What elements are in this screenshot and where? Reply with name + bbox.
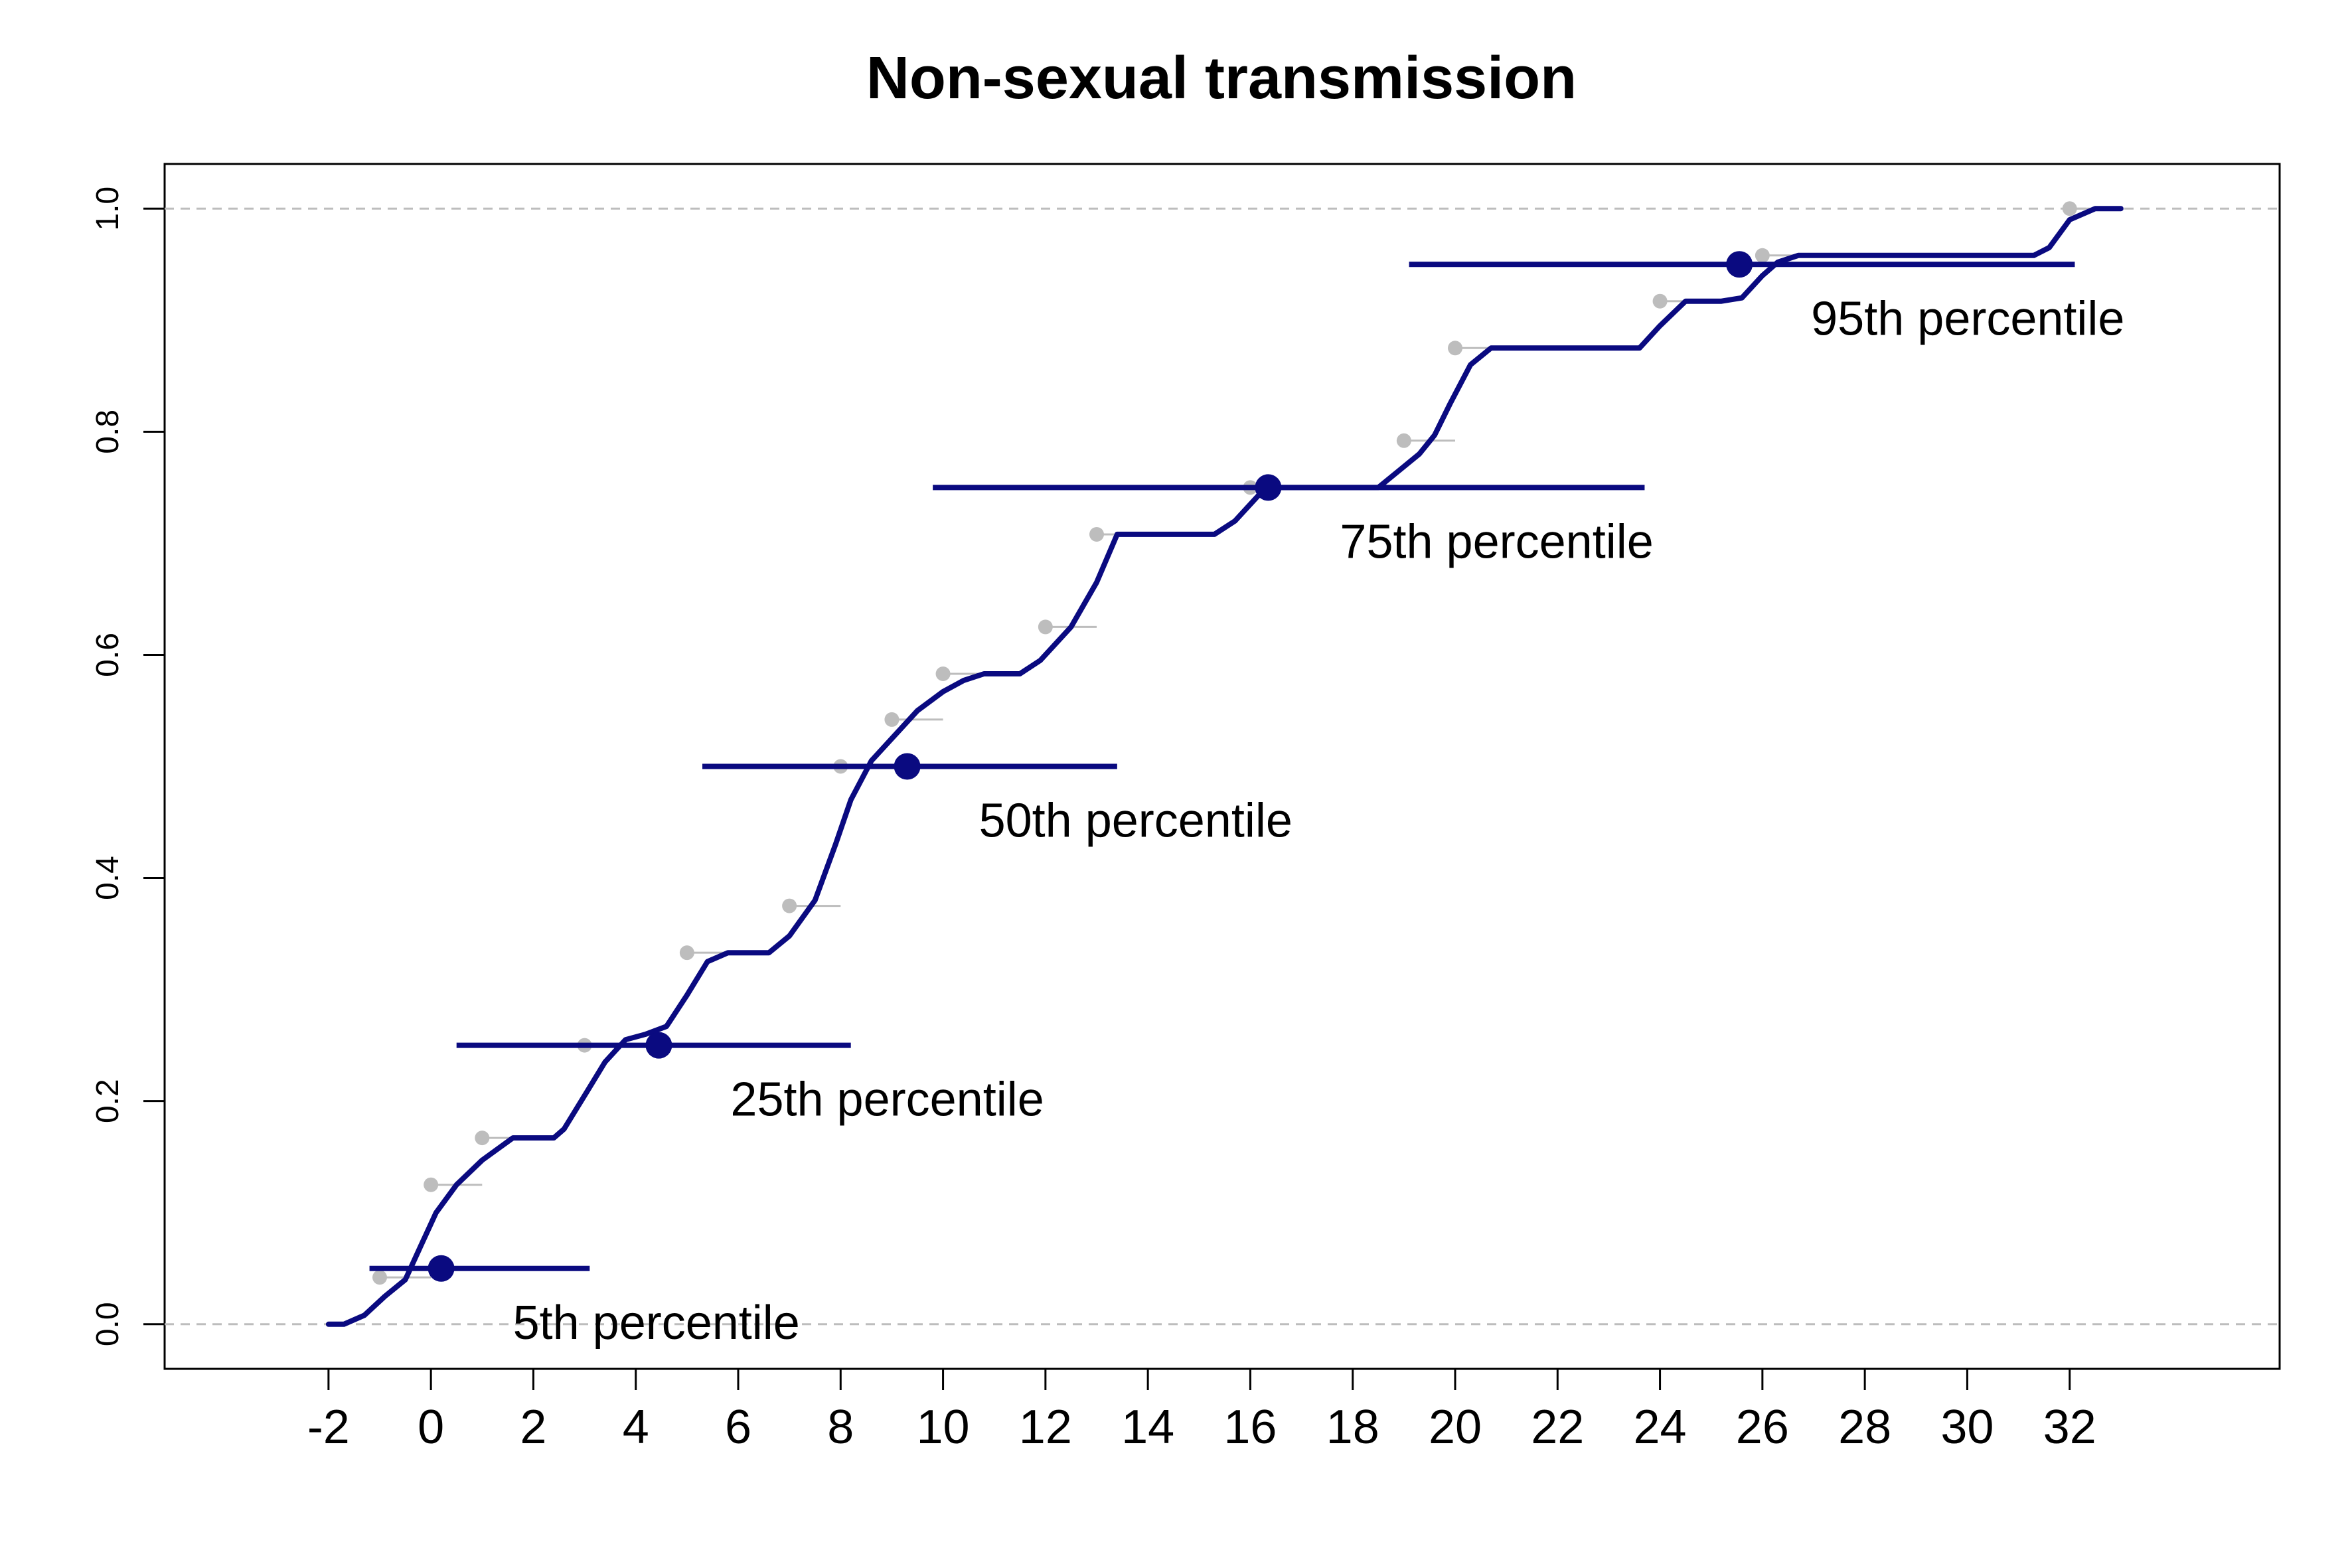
y-tick-label: 0.2 xyxy=(90,1079,125,1123)
y-axis: 0.0 0.2 0.4 0.6 0.8 1.0 xyxy=(90,187,165,1346)
percentile-bars xyxy=(369,262,2075,1271)
x-axis: -2 0 2 4 6 8 10 12 14 16 18 20 22 24 26 28 30 32 xyxy=(307,1368,2096,1454)
empirical-point xyxy=(884,712,900,727)
empirical-point xyxy=(935,666,951,682)
cdf-curve-layer xyxy=(325,206,2124,1327)
empirical-point xyxy=(782,898,797,913)
percentile-point xyxy=(1726,251,1753,278)
y-tick-label: 0.4 xyxy=(90,856,125,900)
x-tick-label: 18 xyxy=(1326,1401,1379,1454)
empirical-point xyxy=(1089,526,1104,542)
percentile-label: 50th percentile xyxy=(979,795,1293,848)
x-tick-label: 10 xyxy=(917,1401,970,1454)
percentile-label: 25th percentile xyxy=(730,1073,1044,1127)
empirical-point xyxy=(1755,248,1770,263)
x-tick-label: 22 xyxy=(1531,1401,1584,1454)
percentile-point xyxy=(1255,474,1282,501)
x-tick-label: 26 xyxy=(1736,1401,1789,1454)
empirical-point xyxy=(1652,293,1668,309)
x-tick-label: 14 xyxy=(1121,1401,1174,1454)
empirical-points xyxy=(372,201,2121,1285)
percentile-point xyxy=(894,753,921,780)
x-tick-label: 8 xyxy=(827,1401,854,1454)
x-tick-label: 4 xyxy=(623,1401,649,1454)
percentile-label: 5th percentile xyxy=(513,1296,800,1350)
percentile-label: 95th percentile xyxy=(1811,292,2124,345)
x-tick-label: 20 xyxy=(1429,1401,1482,1454)
y-tick-label: 1.0 xyxy=(90,187,125,231)
empirical-point xyxy=(679,945,694,961)
x-tick-label: 28 xyxy=(1838,1401,1891,1454)
percentile-point xyxy=(645,1032,672,1059)
percentile-labels: 5th percentile 25th percentile 50th percen… xyxy=(513,292,2125,1350)
x-tick-label: 0 xyxy=(418,1401,444,1454)
reference-lines xyxy=(165,207,2280,1326)
percentile-point xyxy=(428,1255,455,1282)
cdf-curve xyxy=(325,206,2124,1327)
empirical-point xyxy=(372,1270,387,1285)
empirical-point xyxy=(1448,341,1462,356)
y-tick-label: 0.8 xyxy=(90,410,125,454)
x-tick-label: 24 xyxy=(1634,1401,1687,1454)
x-tick-label: 32 xyxy=(2043,1401,2096,1454)
empirical-point xyxy=(1396,433,1411,448)
percentile-label: 75th percentile xyxy=(1340,515,1653,568)
x-tick-label: 6 xyxy=(725,1401,751,1454)
empirical-point xyxy=(1038,619,1053,635)
y-tick-label: 0.6 xyxy=(90,633,125,677)
empirical-point xyxy=(2062,201,2077,216)
percentile-points xyxy=(428,251,1753,1282)
x-tick-label: 30 xyxy=(1940,1401,1994,1454)
empirical-point xyxy=(475,1131,490,1146)
x-tick-label: 16 xyxy=(1223,1401,1277,1454)
x-tick-label: -2 xyxy=(307,1401,350,1454)
chart-title: Non-sexual transmission xyxy=(866,45,1577,112)
x-tick-label: 12 xyxy=(1019,1401,1072,1454)
y-tick-label: 0.0 xyxy=(90,1302,125,1346)
x-tick-label: 2 xyxy=(520,1401,546,1454)
empirical-point xyxy=(424,1177,439,1192)
